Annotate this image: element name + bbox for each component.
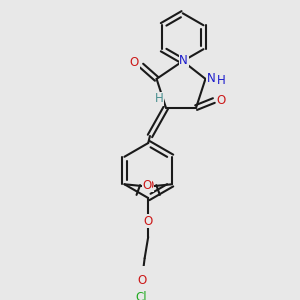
Text: O: O [130,56,139,69]
Text: O: O [216,94,226,107]
Text: O: O [144,214,153,227]
Text: N: N [206,71,215,85]
Text: O: O [137,274,147,287]
Text: O: O [142,178,152,192]
Text: H: H [154,92,163,105]
Text: O: O [145,178,154,192]
Text: Cl: Cl [136,291,148,300]
Text: H: H [217,74,226,87]
Text: N: N [179,54,188,67]
